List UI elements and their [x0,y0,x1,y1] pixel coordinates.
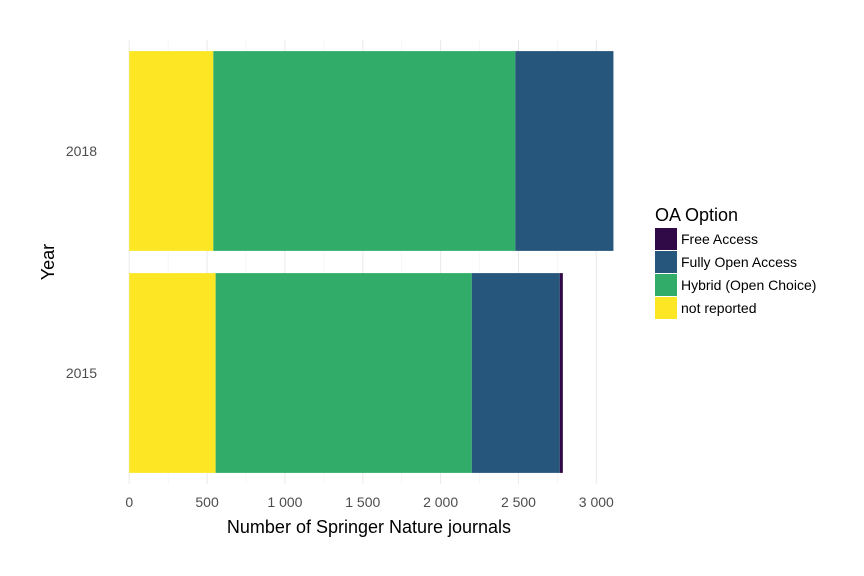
legend-label: Hybrid (Open Choice) [681,277,816,293]
x-tick-label: 1 500 [345,494,380,510]
bar-2015-not-reported [129,273,216,473]
legend-label: Free Access [681,231,758,247]
x-axis-title: Number of Springer Nature journals [227,517,511,537]
legend-label: not reported [681,300,757,316]
x-tick-label: 2 000 [423,494,458,510]
legend-label: Fully Open Access [681,254,797,270]
x-tick-label: 3 000 [579,494,614,510]
bar-2018-not-reported [129,51,214,251]
x-tick-label: 0 [125,494,133,510]
bar-2015-fully-open-access [471,273,560,473]
y-tick-label: 2018 [66,143,97,159]
legend-swatch [655,251,677,273]
bar-2015-free-access [559,273,563,473]
x-tick-label: 1 000 [267,494,302,510]
legend: OA Option Free Access Fully Open Access Hy… [655,205,816,319]
y-tick-labels: 2018 2015 [66,143,97,381]
bar-2018-hybrid-open-choice [213,51,516,251]
bar-2015-hybrid-open-choice [215,273,472,473]
y-axis-title: Year [38,244,58,280]
legend-swatch [655,297,677,319]
legend-title: OA Option [655,205,738,225]
legend-swatch [655,274,677,296]
bars [129,51,614,473]
y-tick-label: 2015 [66,365,97,381]
bar-2018-fully-open-access [515,51,614,251]
x-tick-label: 500 [195,494,219,510]
x-tick-label: 2 500 [501,494,536,510]
legend-swatch [655,228,677,250]
x-tick-labels: 0 500 1 000 1 500 2 000 2 500 3 000 [125,494,614,510]
